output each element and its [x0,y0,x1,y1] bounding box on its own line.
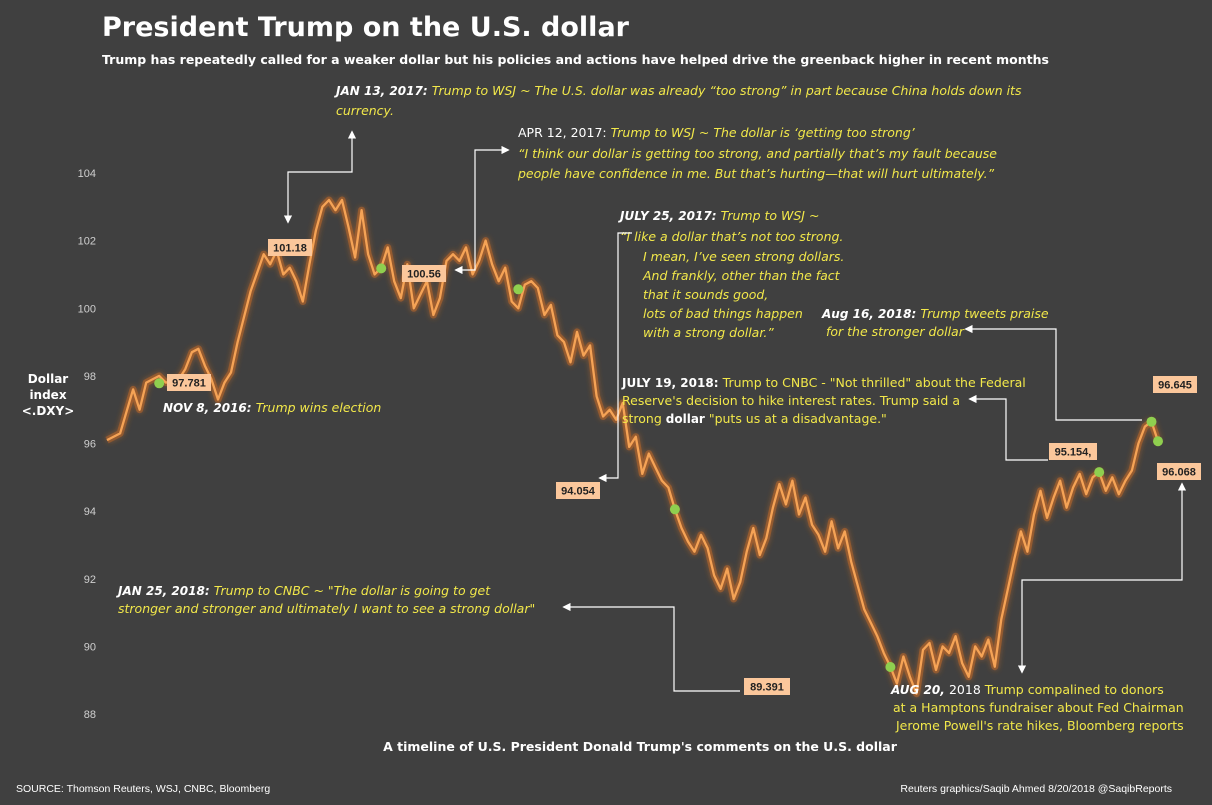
point-label-10056: 100.56 [402,265,446,282]
chart-subtitle: Trump has repeatedly called for a weaker… [102,52,1049,67]
point-label-95154: 95.154, [1049,443,1097,460]
annotation-arrow-jan25 [562,602,740,692]
annotation-jul19-line2: Reserve's decision to hike interest rate… [622,393,960,408]
highlight-markers [154,263,1163,672]
annotation-jan13: JAN 13, 2017: Trump to WSJ ~ The U.S. do… [334,83,1022,98]
annotation-jul25-line3: And frankly, other than the fact [642,268,841,283]
annotation-jan25: JAN 25, 2018: Trump to CNBC ~ "The dolla… [116,583,491,598]
annotation-aug16: Aug 16, 2018: Trump tweets praise [821,306,1049,321]
chart-title: President Trump on the U.S. dollar [102,12,630,43]
annotation-aug20-line2: at a Hamptons fundraiser about Fed Chair… [893,700,1184,715]
annotation-date: JULY 25, 2017 [618,209,712,223]
y-tick-label: 96 [84,439,96,451]
y-tick-label: 102 [78,236,96,248]
point-label-text: 96.645 [1158,380,1192,392]
series-line [106,198,1160,695]
annotation-date: Aug 16, 2018 [821,307,911,321]
highlight-point [376,263,387,274]
annotation-apr12: APR 12, 2017: Trump to WSJ ~ The dollar … [518,125,916,140]
point-label-94054: 94.054 [556,482,600,499]
annotation-arrow-jul25 [598,232,632,483]
annotation-apr12-line3: people have confidence in me. But that’s… [517,166,995,181]
annotation-text: Trump tweets praise [920,306,1048,321]
annotation-date: JAN 25, 2018 [116,584,205,598]
annotation-date: JULY 19, 2018 [621,376,714,390]
annotation-arrow-apr12 [454,145,510,275]
y-tick-label: 104 [78,168,96,180]
annotation-aug16-line2: for the stronger dollar [826,324,965,339]
y-tick-label: 90 [84,641,96,653]
y-tick-label: 100 [78,303,96,315]
y-tick-label: 92 [84,574,96,586]
annotation-jul25-line2: I mean, I’ve seen strong dollars. [643,249,844,264]
annotation-jan25-line2: stronger and stronger and ultimately I w… [118,601,535,616]
annotation-text: Trump to WSJ ~ The U.S. dollar was alrea… [432,83,1022,98]
y-axis-ticks: 88 90 92 94 96 98 100 102 104 [78,168,96,721]
annotation-arrow-aug16 [964,324,1142,421]
chart-caption: A timeline of U.S. President Donald Trum… [383,739,898,754]
point-label-10118: 101.18 [268,239,312,256]
annotation-jul25-line5: lots of bad things happen [643,306,803,321]
annotation-jul19: JULY 19, 2018: Trump to CNBC - "Not thri… [621,375,1026,390]
annotation-date: AUG 20 [890,683,940,697]
y-axis-label-line3: <.DXY> [22,404,75,418]
annotation-jul25-line4: that it sounds good, [643,287,768,302]
annotation-date: APR 12, 2017 [518,125,602,140]
annotation-aug20-line3: Jerome Powell's rate hikes, Bloomberg re… [895,718,1184,733]
highlight-point [1153,436,1163,447]
annotation-arrow-jan13 [283,130,357,224]
annotation-text: Trump wins election [256,400,382,415]
point-label-text: 96.068 [1162,467,1196,479]
point-label-text: 95.154, [1055,447,1092,459]
y-tick-label: 88 [84,709,96,721]
highlight-point [669,504,680,515]
highlight-point [154,378,165,389]
annotation-jul19-line3: strong dollar "puts us at a disadvantage… [622,411,887,426]
annotation-jul25-line6: with a strong dollar.” [643,325,774,340]
annotation-aug20: AUG 20, 2018 Trump compalined to donors [890,682,1164,697]
annotation-election: NOV 8, 2016: Trump wins election [163,400,381,415]
point-label-89391: 89.391 [744,678,790,695]
credit-note: Reuters graphics/Saqib Ahmed 8/20/2018 @… [900,783,1172,795]
point-label-96645: 96.645 [1153,376,1197,393]
annotation-jan13-line2: currency. [336,103,394,118]
y-tick-label: 94 [84,506,96,518]
annotation-text: Trump to WSJ ~ The dollar is ‘getting to… [611,125,916,140]
point-label-97781: 97.781 [167,374,211,391]
highlight-point [513,284,524,295]
point-label-text: 97.781 [172,378,206,390]
source-note: SOURCE: Thomson Reuters, WSJ, CNBC, Bloo… [16,783,270,795]
point-label-text: 100.56 [407,269,441,281]
highlight-point [1146,416,1157,427]
annotation-text: Trump to CNBC ~ "The dollar is going to … [214,583,491,598]
y-axis-label-line2: index [29,388,66,402]
annotation-text: Trump compalined to donors [984,682,1164,697]
highlight-point [885,662,896,672]
point-label-96068: 96.068 [1157,463,1201,480]
annotation-jul25-line1: “I like a dollar that’s not too strong. [620,229,843,244]
y-axis-label-line1: Dollar [28,372,69,386]
annotation-jul25: JULY 25, 2017: Trump to WSJ ~ [618,208,819,223]
annotation-apr12-line2: “I think our dollar is getting too stron… [518,146,997,161]
y-tick-label: 98 [84,371,96,383]
annotation-text: Trump to WSJ ~ [721,208,820,223]
annotation-arrow-jul19 [968,394,1048,461]
highlight-point [1094,467,1105,478]
point-label-text: 101.18 [273,243,307,255]
point-label-text: 89.391 [750,682,784,694]
annotation-arrow-aug20 [1017,482,1187,674]
annotation-date: JAN 13, 2017 [334,84,423,98]
annotation-date: NOV 8, 2016 [163,401,247,415]
point-label-text: 94.054 [561,486,596,498]
annotation-text: Trump to CNBC - "Not thrilled" about the… [722,375,1026,390]
